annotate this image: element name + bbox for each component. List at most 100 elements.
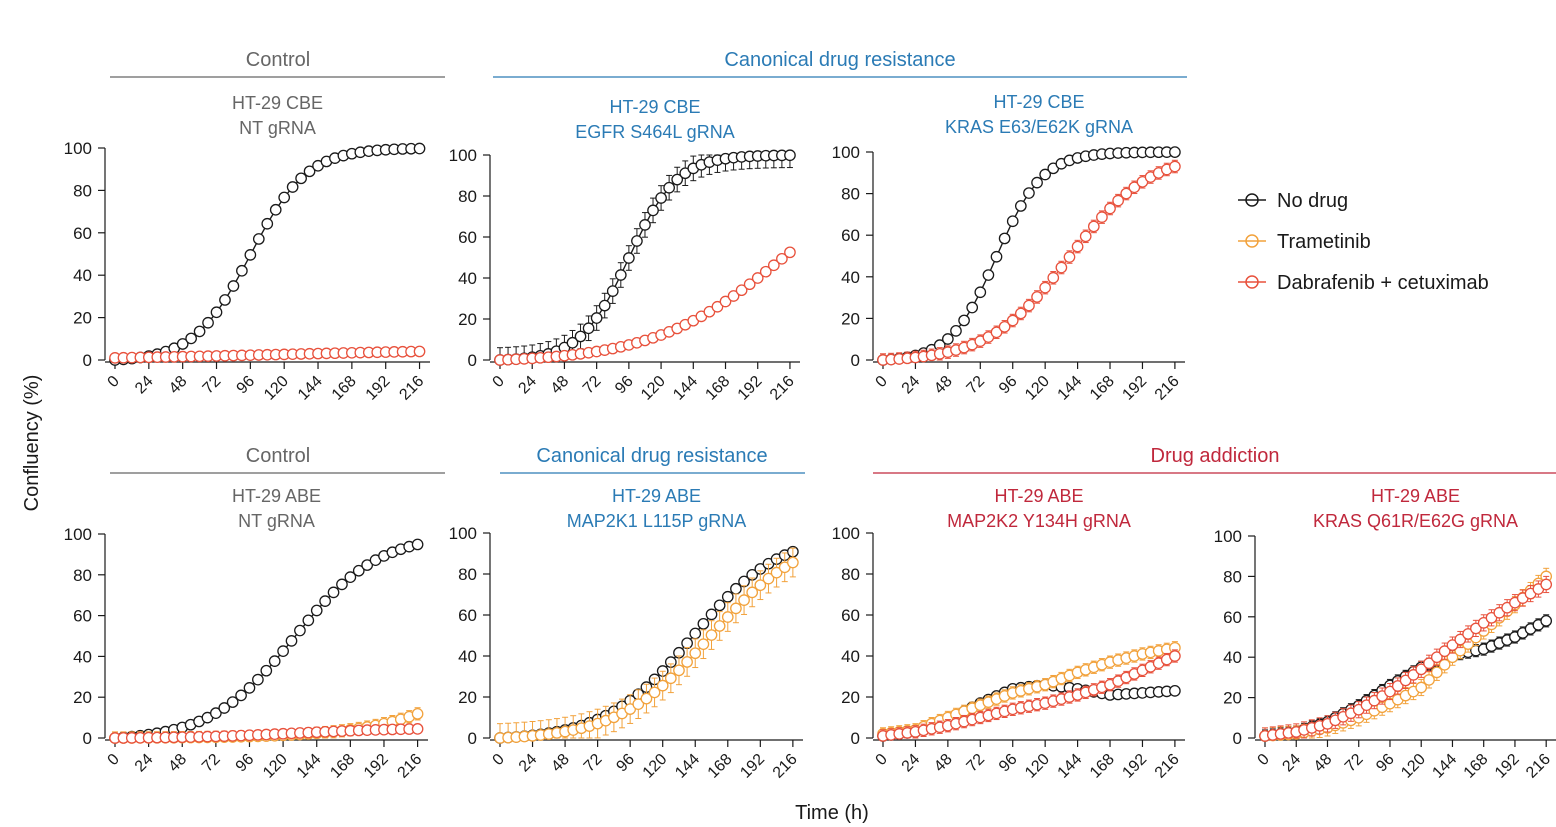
data-point xyxy=(776,252,788,265)
panel-title-line1: HT-29 ABE xyxy=(1371,486,1460,506)
x-tick-label: 168 xyxy=(702,373,733,404)
data-point xyxy=(990,250,1003,263)
x-tick-label: 144 xyxy=(294,751,325,782)
x-tick-label: 192 xyxy=(363,373,394,404)
y-tick-label: 20 xyxy=(458,310,477,329)
y-tick-label: 20 xyxy=(73,309,92,328)
data-point xyxy=(982,269,995,281)
x-tick-label: 168 xyxy=(1461,751,1492,782)
data-point xyxy=(352,564,365,577)
x-tick-label: 192 xyxy=(1119,751,1150,782)
data-point xyxy=(1128,181,1141,194)
group-header-control-top: Control xyxy=(110,49,445,78)
data-point xyxy=(302,614,315,627)
x-tick-label: 48 xyxy=(165,751,190,776)
group-label: Control xyxy=(246,445,310,467)
data-point xyxy=(1169,684,1181,697)
y-tick-label: 60 xyxy=(841,606,860,625)
data-point xyxy=(1415,663,1428,676)
data-point xyxy=(413,142,426,155)
data-point xyxy=(574,330,587,343)
x-tick-label: 120 xyxy=(1022,373,1053,404)
series-dabrafenib-cetuximab xyxy=(109,345,426,364)
data-point xyxy=(746,586,759,599)
x-tick-label: 48 xyxy=(931,751,956,776)
data-point xyxy=(1407,669,1420,681)
legend-label: Trametinib xyxy=(1277,231,1371,253)
data-point xyxy=(193,325,206,338)
data-point xyxy=(252,233,265,245)
data-point xyxy=(413,345,426,358)
data-point xyxy=(227,280,240,292)
data-point xyxy=(705,608,718,621)
y-tick-label: 0 xyxy=(468,351,477,370)
data-point xyxy=(1540,614,1553,627)
data-point xyxy=(1454,633,1467,646)
data-point xyxy=(336,578,348,591)
series-dabrafenib-cetuximab xyxy=(1259,575,1553,742)
data-point xyxy=(344,571,357,584)
data-point xyxy=(260,664,273,677)
legend-marker xyxy=(1245,234,1259,248)
group-label: Canonical drug resistance xyxy=(536,445,767,467)
data-point xyxy=(1423,657,1435,670)
y-tick-label: 80 xyxy=(458,565,477,584)
x-tick-label: 168 xyxy=(329,373,360,404)
data-point xyxy=(219,294,231,306)
x-tick-label: 0 xyxy=(490,751,508,769)
panel-title-line2: KRAS E63/E62K gRNA xyxy=(945,117,1133,137)
x-tick-label: 48 xyxy=(1311,751,1336,776)
data-point xyxy=(1438,645,1451,657)
x-tick-label: 216 xyxy=(1152,751,1183,782)
panel-3: HT-29 CBE KRAS E63/E62K gRNA 0 20 40 60 80 100 0… xyxy=(832,92,1185,404)
data-point xyxy=(310,604,323,617)
x-tick-label: 0 xyxy=(490,373,508,391)
series-no-drug xyxy=(877,146,1181,366)
series-line xyxy=(1264,575,1547,737)
data-point xyxy=(681,656,693,668)
data-point xyxy=(705,629,718,641)
data-point xyxy=(648,686,661,699)
data-point xyxy=(727,290,740,302)
series-trametinib xyxy=(1259,567,1553,742)
x-tick-label: 120 xyxy=(1398,751,1429,782)
data-point xyxy=(681,637,693,650)
x-tick-label: 48 xyxy=(931,373,956,398)
legend-entry-dabrafenib-cetuximab: Dabrafenib + cetuximab xyxy=(1238,272,1489,294)
data-point xyxy=(974,286,987,299)
x-tick-label: 96 xyxy=(612,373,637,398)
data-point xyxy=(738,594,750,606)
data-point xyxy=(1063,251,1076,263)
x-tick-label: 144 xyxy=(672,751,703,782)
group-label: Drug addiction xyxy=(1151,445,1280,467)
x-tick-label: 96 xyxy=(613,751,638,776)
x-tick-label: 72 xyxy=(1342,751,1367,776)
data-point xyxy=(252,673,264,686)
data-point xyxy=(1047,271,1060,284)
panel-title-line1: HT-29 CBE xyxy=(232,93,323,113)
data-point xyxy=(1071,240,1084,253)
data-point xyxy=(598,299,611,312)
y-tick-label: 20 xyxy=(841,309,860,328)
data-point xyxy=(1014,307,1027,320)
data-point xyxy=(295,172,307,185)
x-tick-label: 144 xyxy=(1429,751,1460,782)
data-point xyxy=(998,232,1011,245)
data-point xyxy=(671,173,684,186)
x-tick-label: 0 xyxy=(873,373,891,391)
x-tick-label: 72 xyxy=(580,373,605,398)
data-point xyxy=(1031,176,1043,189)
y-tick-label: 100 xyxy=(1214,527,1242,546)
y-tick-label: 100 xyxy=(449,146,477,165)
y-tick-label: 20 xyxy=(841,688,860,707)
data-point xyxy=(1096,211,1108,223)
panel-4: HT-29 ABE NT gRNA 0 20 40 60 80 100 0 24 48 72 96 120… xyxy=(64,486,428,782)
x-tick-label: 72 xyxy=(199,751,224,776)
data-point xyxy=(185,332,197,345)
x-tick-label: 24 xyxy=(899,373,924,398)
data-point xyxy=(303,165,316,178)
x-tick-label: 192 xyxy=(735,373,766,404)
data-point xyxy=(1391,680,1404,692)
